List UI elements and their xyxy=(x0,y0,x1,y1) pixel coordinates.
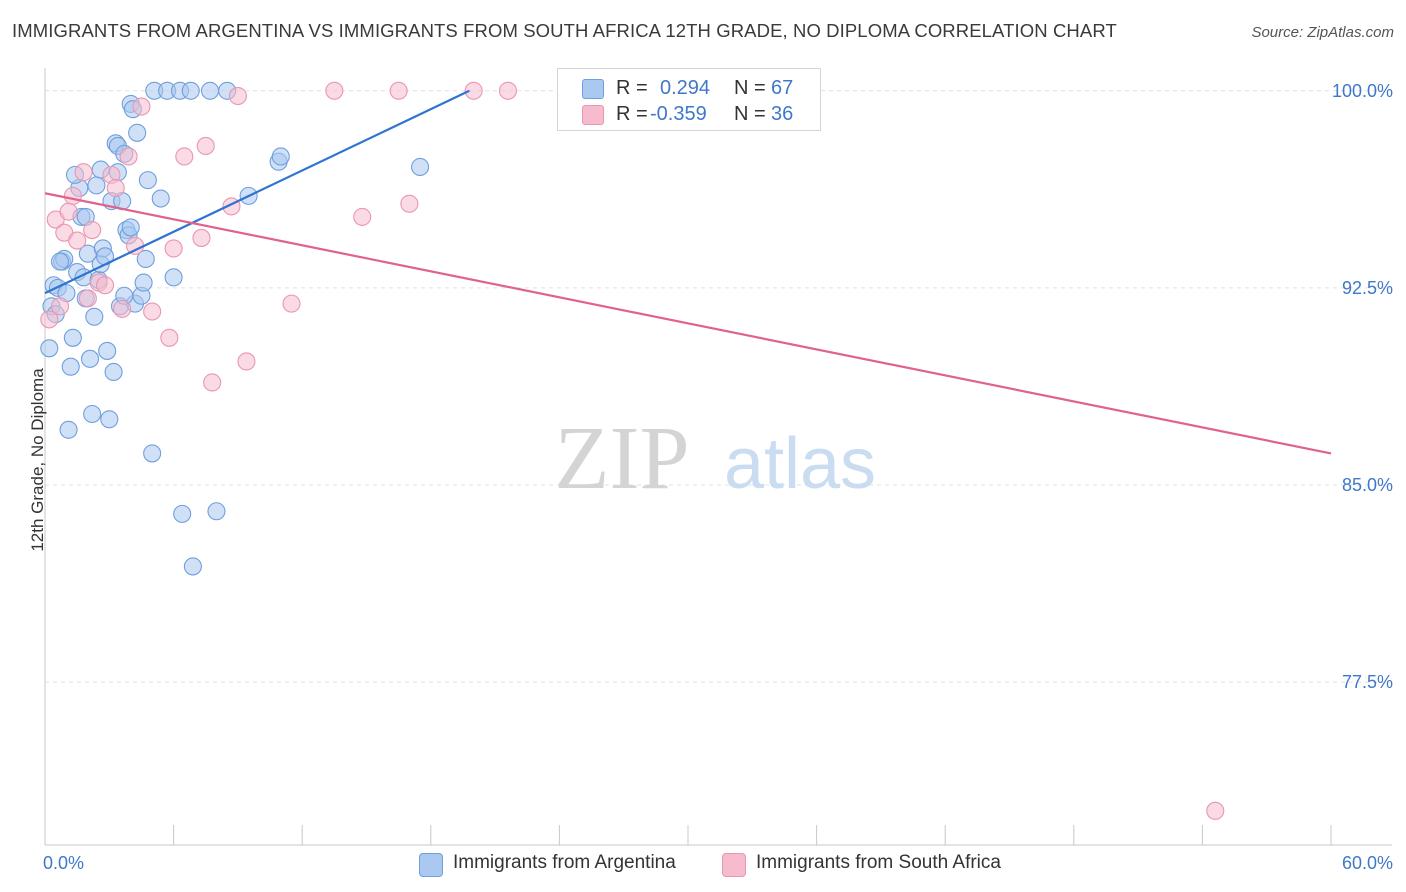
argentina-trendline xyxy=(44,89,470,295)
south-africa-point xyxy=(175,147,194,166)
argentina-point xyxy=(271,147,290,166)
chart-title: IMMIGRANTS FROM ARGENTINA VS IMMIGRANTS … xyxy=(12,20,1117,41)
legend-label: Immigrants from South Africa xyxy=(756,852,1001,873)
south-africa-point xyxy=(353,207,372,226)
argentina-point xyxy=(87,176,106,195)
south-africa-point xyxy=(192,228,211,247)
south-africa-point xyxy=(196,136,215,156)
stats-row-south-africa: R = -0.359 N = 36 xyxy=(558,101,820,127)
south-africa-point xyxy=(389,81,408,100)
y-axis-label: 12th Grade, No Diploma xyxy=(28,368,47,552)
n-value: 36 xyxy=(771,103,794,125)
argentina-point xyxy=(100,410,119,429)
argentina-point xyxy=(136,249,155,269)
legend-label: Immigrants from Argentina xyxy=(453,852,676,873)
south-africa-point xyxy=(50,297,70,316)
argentina-point xyxy=(200,81,220,100)
south-africa-point xyxy=(164,239,183,258)
watermark-atlas: atlas xyxy=(724,424,876,504)
south-africa-swatch xyxy=(582,105,604,125)
axes xyxy=(44,68,1392,846)
south-africa-point xyxy=(143,302,162,321)
south-africa-point xyxy=(125,236,145,255)
argentina-point xyxy=(207,502,226,521)
x-tick-label: 0.0% xyxy=(43,853,84,873)
south-africa-point xyxy=(40,310,59,329)
y-tick-label: 100.0% xyxy=(1332,81,1393,101)
south-africa-point xyxy=(113,299,132,318)
south-africa-point xyxy=(237,352,256,371)
argentina-point xyxy=(80,349,100,368)
r-label: R = xyxy=(616,103,648,125)
argentina-point xyxy=(138,171,157,190)
south-africa-point xyxy=(400,194,419,213)
south-africa-point xyxy=(59,202,78,221)
argentina-point xyxy=(183,557,202,576)
argentina-point xyxy=(50,252,70,271)
stats-row-argentina: R = 0.294 N = 67 xyxy=(558,75,820,101)
argentina-point xyxy=(63,328,82,347)
south-africa-point xyxy=(68,231,87,250)
south-africa-point xyxy=(325,81,344,100)
argentina-point xyxy=(98,341,117,360)
south-africa-point xyxy=(464,81,483,100)
argentina-point xyxy=(121,218,140,237)
y-tick-label: 77.5% xyxy=(1342,672,1393,692)
south-africa-legend-swatch xyxy=(722,853,746,877)
argentina-swatch xyxy=(582,79,604,99)
south-africa-trendline xyxy=(44,192,1332,455)
n-value: 67 xyxy=(771,77,794,99)
grid-lines xyxy=(45,90,1391,683)
south-africa-point xyxy=(78,289,97,308)
south-africa-point xyxy=(282,294,301,313)
south-africa-point xyxy=(119,147,138,166)
south-africa-point xyxy=(1206,801,1225,820)
correlation-stats-box: R = 0.294 N = 67 R = -0.359 N = 36 xyxy=(557,68,821,131)
argentina-point xyxy=(104,362,123,382)
y-tick-label: 92.5% xyxy=(1342,278,1393,298)
source-credit: Source: ZipAtlas.com xyxy=(1251,24,1394,41)
r-value: 0.294 xyxy=(660,77,711,99)
argentina-legend-swatch xyxy=(419,853,443,877)
watermark: ZIP atlas xyxy=(555,409,877,508)
argentina-point xyxy=(61,357,80,376)
south-africa-point xyxy=(74,163,93,182)
trend-lines xyxy=(44,89,1332,455)
argentina-point xyxy=(128,123,147,142)
south-africa-point xyxy=(95,276,115,295)
y-tick-label: 85.0% xyxy=(1342,475,1393,495)
r-label: R = xyxy=(616,77,648,99)
south-africa-point xyxy=(160,328,179,347)
argentina-point xyxy=(151,189,170,208)
south-africa-point xyxy=(203,373,222,392)
r-value: -0.359 xyxy=(650,103,707,125)
x-tick-labels: 0.0% 60.0% xyxy=(43,853,1393,873)
south-africa-point xyxy=(106,178,125,198)
argentina-point xyxy=(40,339,59,358)
n-label: N = xyxy=(734,103,766,125)
argentina-point xyxy=(181,81,200,100)
x-tick-label: 60.0% xyxy=(1342,853,1393,873)
argentina-point xyxy=(134,273,153,292)
south-africa-point xyxy=(132,97,151,116)
argentina-point xyxy=(59,420,78,439)
south-africa-point xyxy=(83,221,102,240)
argentina-point xyxy=(85,307,104,326)
argentina-point xyxy=(83,404,102,424)
south-africa-point xyxy=(228,86,247,106)
argentina-point xyxy=(143,444,162,463)
n-label: N = xyxy=(734,77,766,99)
argentina-point xyxy=(164,268,183,287)
data-points xyxy=(40,81,1225,820)
argentina-point xyxy=(411,157,430,177)
argentina-point xyxy=(173,504,192,523)
y-tick-labels: 100.0% 92.5% 85.0% 77.5% xyxy=(1332,81,1393,692)
watermark-zip: ZIP xyxy=(555,409,690,508)
south-africa-point xyxy=(63,186,82,205)
south-africa-point xyxy=(498,81,518,100)
